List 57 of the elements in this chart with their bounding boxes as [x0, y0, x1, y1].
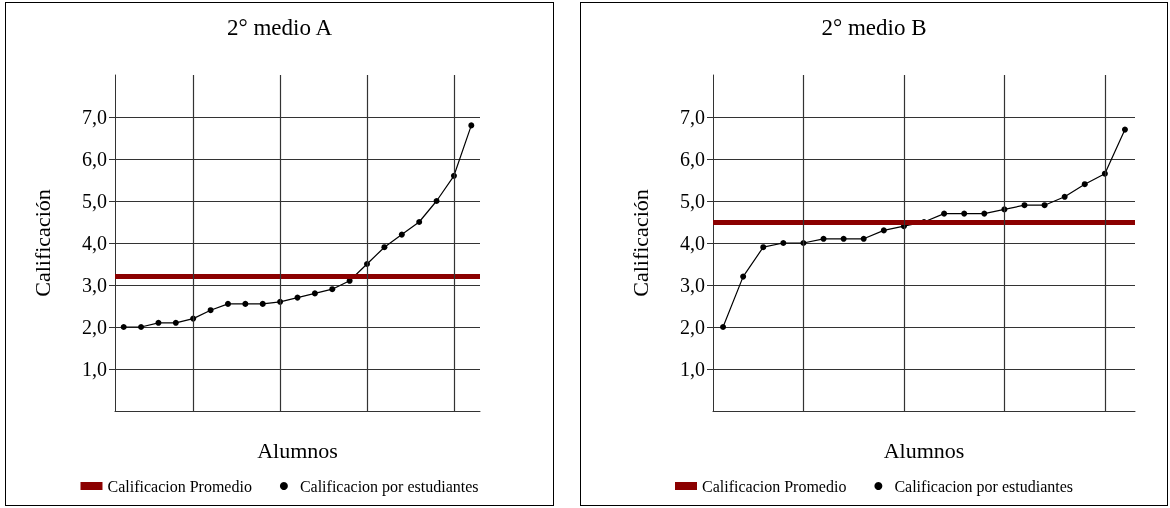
point	[1061, 193, 1068, 200]
legend-label: Calificacion por estudiantes	[894, 477, 1074, 496]
y-tick-label: 6,0	[680, 148, 705, 170]
point	[720, 324, 727, 330]
point	[259, 300, 266, 307]
legend-label: Calificacion por estudiantes	[299, 477, 479, 496]
y-tick-label: 1,0	[82, 358, 107, 380]
point	[398, 231, 405, 238]
y-tick-label: 5,0	[82, 190, 107, 212]
point	[840, 235, 847, 242]
y-tick-label: 6,0	[82, 148, 107, 170]
point	[155, 319, 162, 326]
y-tick-label: 5,0	[680, 190, 705, 212]
point	[224, 300, 231, 307]
point	[880, 227, 887, 234]
y-tick-label: 7,0	[680, 106, 705, 128]
chart-title: 2° medio B	[821, 15, 927, 40]
point	[416, 219, 423, 225]
point	[242, 300, 249, 307]
y-tick-label: 4,0	[82, 232, 107, 254]
y-tick-label: 3,0	[680, 274, 705, 296]
y-tick-label: 4,0	[680, 232, 705, 254]
point	[207, 307, 214, 314]
point	[780, 240, 787, 246]
point	[941, 210, 948, 217]
point	[1021, 202, 1028, 209]
point	[1081, 181, 1088, 188]
point	[433, 198, 440, 204]
point	[468, 122, 475, 129]
y-axis-title: Calificación	[29, 189, 55, 297]
legend-label: Calificacion Promedio	[107, 477, 252, 495]
point	[381, 244, 388, 251]
point	[364, 261, 371, 267]
y-axis-title: Calificación	[627, 189, 653, 297]
chart-title: 2° medio A	[226, 15, 333, 40]
legend-label: Calificacion Promedio	[701, 477, 847, 495]
point	[1041, 202, 1048, 209]
point	[1121, 126, 1128, 133]
point	[138, 324, 145, 330]
y-tick-label: 7,0	[82, 106, 107, 128]
x-axis-title: Alumnos	[257, 437, 338, 463]
point	[860, 235, 867, 242]
x-axis-title: Alumnos	[883, 437, 965, 463]
point	[760, 244, 767, 251]
point	[294, 294, 301, 301]
point	[820, 235, 827, 242]
y-tick-label: 2,0	[82, 316, 107, 338]
point	[740, 273, 747, 280]
point	[961, 210, 968, 217]
y-tick-label: 1,0	[680, 358, 705, 380]
point	[311, 290, 318, 297]
point	[329, 286, 336, 293]
point	[981, 210, 988, 217]
point	[172, 319, 179, 326]
point	[120, 324, 127, 330]
y-tick-label: 3,0	[82, 274, 107, 296]
y-tick-label: 2,0	[680, 316, 705, 338]
